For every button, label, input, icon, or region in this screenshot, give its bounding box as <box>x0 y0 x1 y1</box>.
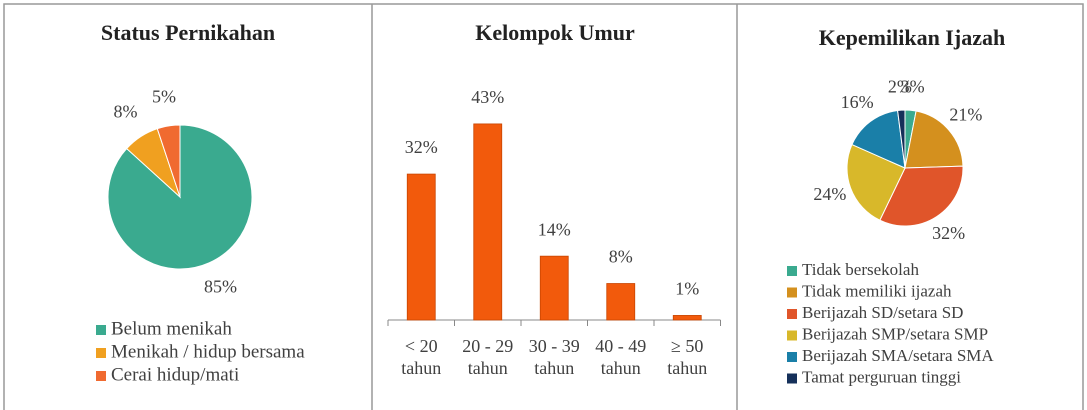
legend-swatch <box>96 371 106 381</box>
data-label: 8% <box>609 247 633 267</box>
legend-swatch <box>787 373 797 384</box>
data-label: 5% <box>152 86 176 106</box>
legend-label: Tamat perguruan tinggi <box>802 367 961 386</box>
data-label: 21% <box>949 104 982 124</box>
pie-slice <box>879 165 964 227</box>
data-label: 24% <box>813 184 846 204</box>
x-tick-label: 20 - 29 tahun <box>462 336 514 378</box>
data-label: 16% <box>841 92 874 112</box>
legend-swatch <box>787 266 797 276</box>
chart-title: Status Pernikahan <box>101 20 275 45</box>
bar <box>606 283 636 321</box>
pie-slice <box>897 109 906 169</box>
bar <box>473 123 503 321</box>
bar <box>672 315 702 321</box>
data-label: 43% <box>471 87 504 107</box>
x-tick-label: 30 - 39 tahun <box>528 336 580 378</box>
frame <box>3 3 1084 410</box>
chart-title: Kepemilikan Ijazah <box>819 25 1005 50</box>
x-tick-label: 40 - 49 tahun <box>595 336 647 378</box>
data-label: 14% <box>538 219 571 239</box>
legend-label: Menikah / hidup bersama <box>111 341 305 362</box>
x-tick-label: < 20 tahun <box>401 336 442 378</box>
data-label: 32% <box>405 137 438 157</box>
legend-swatch <box>96 348 106 358</box>
legend-swatch <box>787 287 797 298</box>
data-label: 1% <box>675 279 699 299</box>
legend-swatch <box>787 330 797 341</box>
pie-slice <box>156 124 181 198</box>
pie-slice <box>851 109 906 169</box>
legend-label: Tidak memiliki ijazah <box>802 281 952 300</box>
chart-title: Kelompok Umur <box>475 20 635 45</box>
legend-label: Cerai hidup/mati <box>111 364 239 385</box>
data-label: 2% <box>888 76 912 96</box>
data-label: 8% <box>113 101 137 121</box>
data-label: 85% <box>204 277 237 297</box>
legend-label: Tidak bersekolah <box>802 260 919 279</box>
legend-swatch <box>787 352 797 362</box>
bar <box>406 173 436 321</box>
legend-label: Berijazah SMA/setara SMA <box>802 346 994 365</box>
legend-label: Berijazah SD/setara SD <box>802 303 963 322</box>
data-label: 32% <box>932 223 965 243</box>
pie-slice <box>904 110 964 169</box>
legend-swatch <box>96 325 106 335</box>
legend-label: Belum menikah <box>111 318 232 339</box>
legend-swatch <box>787 309 797 319</box>
pie-slice <box>846 143 906 221</box>
legend-label: Berijazah SMP/setara SMP <box>802 324 988 343</box>
bar <box>539 255 569 321</box>
data-label: 3% <box>901 76 925 96</box>
x-tick-label: ≥ 50 tahun <box>667 336 708 378</box>
